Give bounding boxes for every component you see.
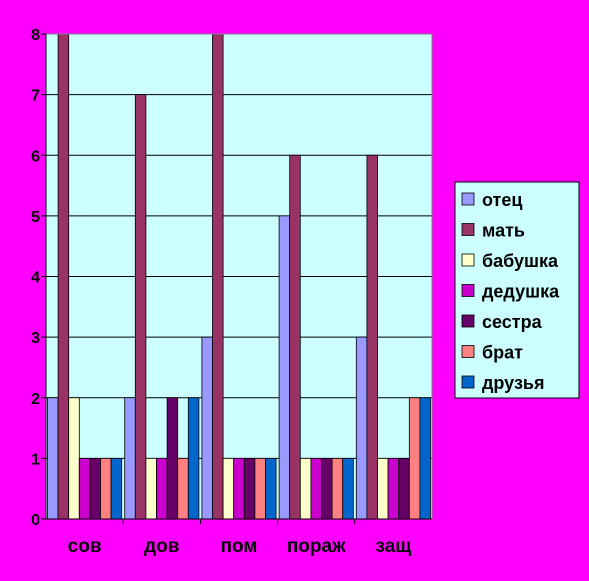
bar-брат-пом (254, 457, 266, 520)
y-tick-label: 2 (31, 391, 40, 408)
legend-box (454, 181, 580, 399)
y-tick-label: 5 (31, 209, 40, 226)
bar-друзья-защ (419, 397, 431, 520)
bar-брат-сов (100, 457, 112, 520)
bar-отец-сов (47, 397, 59, 520)
bar-сестра-защ (398, 457, 410, 520)
bar-бабушка-пораж (299, 457, 312, 520)
legend-swatch-отец (461, 192, 475, 206)
bar-брат-защ (408, 397, 421, 520)
x-category-label: пораж (287, 536, 346, 557)
bar-друзья-пораж (342, 457, 354, 520)
bar-сестра-пораж (321, 457, 333, 520)
bar-сестра-дов (166, 397, 179, 520)
legend-swatch-дедушка (461, 284, 475, 297)
bar-мать-сов (57, 33, 70, 520)
bar-бабушка-сов (68, 397, 80, 520)
bar-дедушка-дов (156, 457, 168, 520)
x-category-label: дов (144, 536, 179, 557)
y-tick-label: 3 (31, 330, 40, 347)
legend-label-друзья: друзья (482, 373, 544, 393)
legend-label-дедушка: дедушка (482, 282, 560, 302)
legend-swatch-мать (461, 223, 475, 236)
y-tick-label: 7 (31, 88, 40, 105)
y-tick-label: 4 (31, 270, 40, 287)
legend-label-мать: мать (482, 221, 525, 241)
legend-swatch-брат (461, 345, 475, 358)
bar-брат-дов (177, 457, 189, 520)
bar-сестра-сов (89, 457, 101, 520)
y-tick-label: 1 (31, 451, 40, 468)
bar-дедушка-пораж (310, 457, 322, 520)
bar-дедушка-защ (387, 457, 400, 520)
bar-отец-дов (124, 397, 136, 520)
legend-swatch-бабушка (461, 253, 475, 267)
y-tick-label: 6 (31, 148, 40, 165)
bar-мать-пораж (289, 154, 301, 520)
legend-label-сестра: сестра (482, 312, 543, 332)
bar-дедушка-сов (78, 457, 91, 520)
bar-дедушка-пом (233, 457, 245, 520)
legend-swatch-сестра (461, 314, 475, 328)
bar-брат-пораж (331, 457, 344, 520)
bar-друзья-дов (187, 397, 200, 520)
bar-бабушка-пом (222, 457, 235, 520)
legend-label-бабушка: бабушка (482, 251, 559, 271)
y-tick-label: 0 (31, 512, 40, 529)
x-category-label: защ (376, 536, 412, 557)
bar-мать-дов (134, 94, 147, 520)
bar-сестра-пом (243, 457, 256, 520)
legend-label-отец: отец (482, 190, 522, 210)
legend-swatch-друзья (461, 375, 475, 389)
bar-мать-защ (366, 154, 378, 520)
bar-отец-пораж (278, 215, 291, 520)
bar-бабушка-дов (145, 457, 157, 520)
bar-друзья-пом (265, 457, 277, 520)
bar-отец-защ (355, 336, 368, 520)
bar-отец-пом (201, 336, 213, 520)
bar-бабушка-защ (377, 457, 389, 520)
bar-мать-пом (212, 33, 224, 520)
x-category-label: сов (68, 536, 102, 557)
x-category-label: пом (221, 536, 258, 557)
bar-друзья-сов (110, 457, 123, 520)
y-tick-label: 8 (31, 27, 40, 44)
legend-label-брат: брат (482, 343, 523, 363)
